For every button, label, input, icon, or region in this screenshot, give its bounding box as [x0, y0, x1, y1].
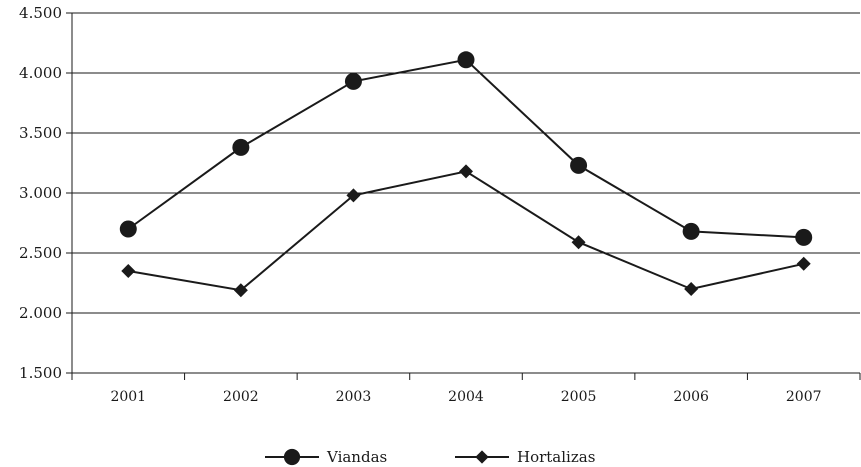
x-axis: 2001 2002 2003 2004 2005 2006 2007: [71, 373, 861, 405]
legend: Viandas Hortalizas: [265, 448, 595, 466]
data-point: [795, 228, 813, 246]
series-layer: [119, 51, 813, 298]
y-axis: 1.500 2.000 2.500 3.000 3.500 4.000 4.500: [19, 4, 73, 382]
x-tick-label: 2001: [110, 389, 146, 405]
y-tick-label: 4.500: [19, 4, 62, 22]
data-point: [796, 256, 811, 271]
x-tick-label: 2004: [448, 389, 484, 405]
x-tick-label: 2003: [336, 389, 372, 405]
data-point: [570, 156, 588, 174]
x-tick-label: 2007: [786, 389, 822, 405]
data-point: [233, 283, 248, 298]
series-line: [127, 58, 804, 239]
legend-entry: Hortalizas: [455, 448, 595, 466]
y-tick-label: 1.500: [19, 364, 62, 382]
legend-label: Viandas: [326, 448, 387, 466]
series-viandas: [119, 51, 813, 246]
data-point: [344, 72, 362, 90]
data-point: [346, 188, 361, 203]
legend-entry: Viandas: [265, 448, 387, 466]
data-point: [121, 264, 136, 278]
data-point: [475, 450, 489, 464]
data-point: [459, 164, 473, 179]
y-tick-label: 3.500: [19, 124, 62, 142]
grid-lines: [72, 12, 860, 374]
y-tick-label: 3.000: [19, 184, 62, 202]
data-point: [119, 220, 137, 238]
x-tick-label: 2006: [673, 389, 709, 405]
legend-label: Hortalizas: [517, 448, 595, 466]
series-hortalizas: [121, 164, 811, 298]
data-point: [283, 448, 301, 466]
x-tick-label: 2002: [223, 389, 259, 405]
y-tick-label: 4.000: [19, 64, 62, 82]
data-point: [682, 222, 700, 240]
x-tick-label: 2005: [561, 389, 597, 405]
data-point: [457, 51, 475, 69]
series-line: [128, 170, 804, 292]
data-point: [571, 235, 586, 250]
y-tick-label: 2.000: [19, 304, 62, 322]
y-tick-label: 2.500: [19, 244, 62, 262]
data-point: [684, 282, 699, 296]
data-point: [232, 138, 250, 156]
